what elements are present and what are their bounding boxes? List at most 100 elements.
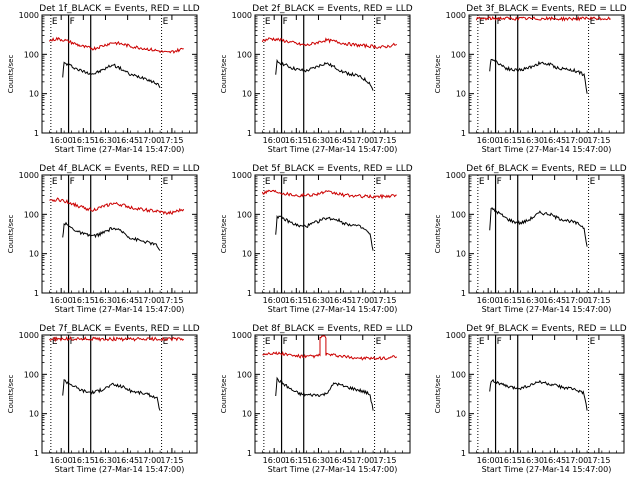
x-tick-label: 17:00 xyxy=(565,136,588,145)
marker-label: E xyxy=(376,17,382,27)
x-tick-label: 16:45 xyxy=(116,296,139,305)
y-tick-label: 1 xyxy=(34,129,39,138)
y-tick-label: 1000 xyxy=(232,11,252,20)
marker-label: E xyxy=(52,177,58,187)
y-tick-label: 100 xyxy=(237,210,252,219)
y-tick-label: 1000 xyxy=(446,331,466,340)
marker-label: E xyxy=(265,337,271,347)
marker-label: F xyxy=(497,17,502,27)
x-tick-label: 17:15 xyxy=(587,456,610,465)
series-events-line xyxy=(62,61,161,89)
plot-frame xyxy=(41,14,198,134)
marker-label: F xyxy=(497,177,502,187)
marker-label: E xyxy=(590,177,596,187)
y-tick-label: 1000 xyxy=(446,11,466,20)
y-tick-label: 1000 xyxy=(19,11,39,20)
marker-label: E xyxy=(52,337,58,347)
marker-label: E xyxy=(376,177,382,187)
series-events-line xyxy=(489,207,588,247)
y-tick-label: 1 xyxy=(461,129,466,138)
x-tick-label: 16:30 xyxy=(307,136,330,145)
x-tick-label: 17:00 xyxy=(351,456,374,465)
x-tick-label: 16:15 xyxy=(72,296,95,305)
marker-label: F xyxy=(70,337,75,347)
y-tick-label: 100 xyxy=(237,370,252,379)
chart-panel-9: Det 9f_BLACK = Events, RED = LLD Counts/s… xyxy=(434,324,627,474)
x-tick-label: 16:00 xyxy=(263,136,286,145)
y-axis-label: Counts/sec xyxy=(7,375,15,414)
series-events-line xyxy=(275,376,374,411)
x-tick-label: 16:15 xyxy=(285,456,308,465)
x-tick-label: 17:15 xyxy=(587,296,610,305)
x-tick-label: 16:15 xyxy=(72,136,95,145)
plot-frame xyxy=(468,334,625,454)
x-tick-label: 17:15 xyxy=(160,136,183,145)
series-events-line xyxy=(62,221,161,251)
chart-panel-7: Det 7f_BLACK = Events, RED = LLD Counts/s… xyxy=(7,324,200,474)
marker-label: E xyxy=(376,337,382,347)
y-axis-label: Counts/sec xyxy=(220,375,228,414)
series-lld-line xyxy=(261,37,397,50)
chart-panel-6: Det 6f_BLACK = Events, RED = LLD Counts/s… xyxy=(434,164,627,314)
x-tick-label: 16:30 xyxy=(521,456,544,465)
y-tick-label: 1 xyxy=(34,449,39,458)
plot-frame xyxy=(254,174,411,294)
x-tick-label: 16:30 xyxy=(94,136,117,145)
y-tick-label: 100 xyxy=(451,370,466,379)
y-tick-label: 100 xyxy=(24,50,39,59)
y-axis-label: Counts/sec xyxy=(434,215,442,254)
chart-panel-2: Det 2f_BLACK = Events, RED = LLD Counts/s… xyxy=(220,4,413,154)
series-lld-line xyxy=(49,197,185,215)
chart-panel-3: Det 3f_BLACK = Events, RED = LLD Counts/s… xyxy=(434,4,627,154)
y-tick-label: 10 xyxy=(456,410,466,419)
y-tick-label: 1000 xyxy=(19,331,39,340)
y-tick-label: 1 xyxy=(34,289,39,298)
x-tick-label: 16:00 xyxy=(50,456,73,465)
x-tick-label: 17:00 xyxy=(565,296,588,305)
x-tick-label: 16:15 xyxy=(285,136,308,145)
x-axis-label: Start Time (27-Mar-14 15:47:00) xyxy=(55,465,185,474)
y-tick-label: 10 xyxy=(456,90,466,99)
marker-label: E xyxy=(52,17,58,27)
x-axis-label: Start Time (27-Mar-14 15:47:00) xyxy=(55,305,185,314)
x-tick-label: 16:30 xyxy=(307,456,330,465)
marker-label: F xyxy=(283,177,288,187)
chart-title: Det 3f_BLACK = Events, RED = LLD xyxy=(466,4,626,14)
x-tick-label: 16:45 xyxy=(116,456,139,465)
marker-label: E xyxy=(163,177,169,187)
x-tick-label: 16:30 xyxy=(94,296,117,305)
y-tick-label: 10 xyxy=(456,250,466,259)
series-events-line xyxy=(275,58,374,91)
chart-panel-5: Det 5f_BLACK = Events, RED = LLD Counts/s… xyxy=(220,164,413,314)
y-tick-label: 1000 xyxy=(19,171,39,180)
plot-frame xyxy=(468,14,625,134)
y-axis-label: Counts/sec xyxy=(220,55,228,94)
marker-label: E xyxy=(590,337,596,347)
y-tick-label: 1000 xyxy=(446,171,466,180)
x-tick-label: 16:15 xyxy=(499,136,522,145)
x-tick-label: 17:00 xyxy=(138,456,161,465)
y-tick-label: 10 xyxy=(242,410,252,419)
y-tick-label: 100 xyxy=(24,210,39,219)
x-tick-label: 17:15 xyxy=(160,296,183,305)
x-tick-label: 16:45 xyxy=(329,136,352,145)
x-axis-label: Start Time (27-Mar-14 15:47:00) xyxy=(482,305,612,314)
marker-label: F xyxy=(283,17,288,27)
marker-label: F xyxy=(283,337,288,347)
x-axis-label: Start Time (27-Mar-14 15:47:00) xyxy=(482,465,612,474)
y-axis-label: Counts/sec xyxy=(434,375,442,414)
y-tick-label: 100 xyxy=(451,50,466,59)
marker-label: E xyxy=(265,177,271,187)
plot-frame xyxy=(41,334,198,454)
x-tick-label: 17:00 xyxy=(351,296,374,305)
chart-title: Det 7f_BLACK = Events, RED = LLD xyxy=(39,324,199,334)
plot-frame xyxy=(41,174,198,294)
x-tick-label: 16:00 xyxy=(50,136,73,145)
series-lld-line xyxy=(49,335,185,343)
y-tick-label: 100 xyxy=(237,50,252,59)
y-tick-label: 10 xyxy=(29,90,39,99)
chart-panel-8: Det 8f_BLACK = Events, RED = LLD Counts/s… xyxy=(220,324,413,474)
x-tick-label: 16:45 xyxy=(116,136,139,145)
x-axis-label: Start Time (27-Mar-14 15:47:00) xyxy=(268,465,398,474)
